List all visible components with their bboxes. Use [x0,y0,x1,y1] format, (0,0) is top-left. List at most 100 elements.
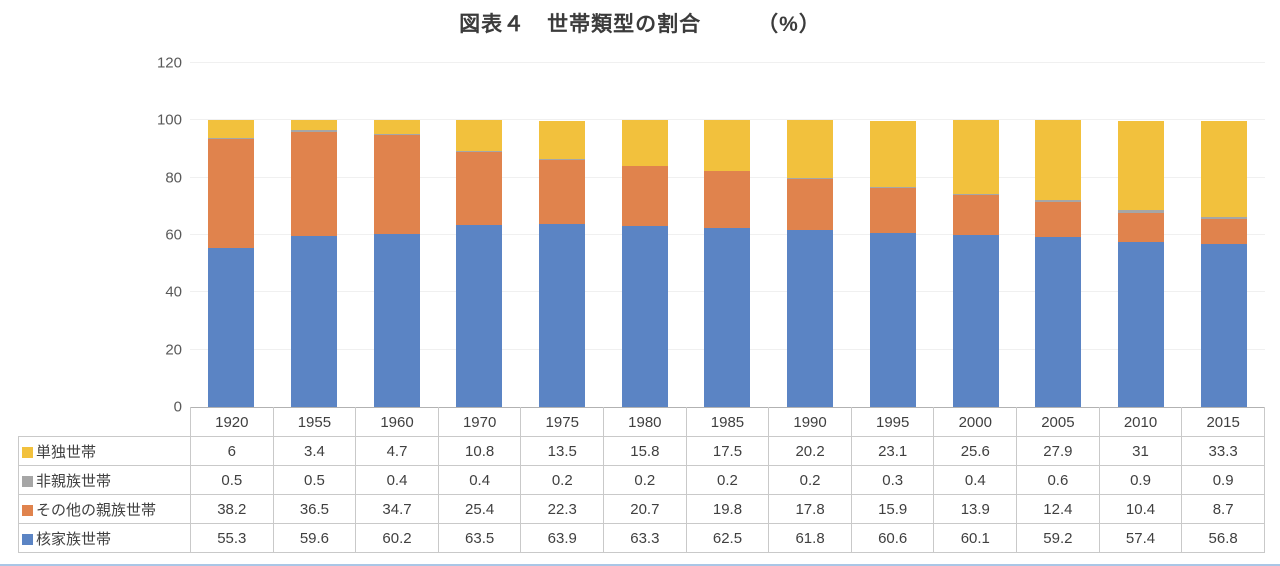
x-axis-year-label: 2015 [1181,407,1265,437]
table-corner-cell [18,407,191,437]
bar-segment [291,131,338,237]
y-axis-tick-label: 100 [156,111,182,129]
bar-segment [456,151,503,153]
value-cell: 60.2 [355,523,439,553]
bar-column-1990 [769,63,852,407]
bar-segment [1200,219,1247,245]
value-cell: 34.7 [355,494,439,524]
bar-segment [1035,237,1082,407]
bar-segment [869,186,916,188]
value-cell: 8.7 [1181,494,1265,524]
bar-segment [621,166,668,226]
bar-segment [539,159,586,160]
bar-segment [456,224,503,407]
bar-column-1920 [190,63,273,407]
bar-segment [787,178,834,179]
stacked-bar [952,63,999,407]
stacked-bar [208,63,255,407]
value-cell: 13.9 [933,494,1018,524]
x-axis-year-label: 1970 [437,407,522,437]
bar-segment [373,120,420,134]
y-axis-tick-label: 0 [173,398,182,416]
legend-swatch-icon [22,446,33,458]
value-cell: 0.2 [768,465,852,495]
bar-segment [787,178,834,230]
value-cell: 25.6 [933,436,1018,466]
bar-segment [373,134,420,235]
bar-segment [869,233,916,407]
bars [190,63,1265,407]
value-cell: 17.5 [685,436,770,466]
gridline [190,119,1265,121]
value-cell: 0.5 [190,465,274,495]
value-cell: 0.4 [437,465,522,495]
value-cell: 0.9 [1181,465,1265,495]
bar-segment [291,236,338,407]
value-cell: 12.4 [1016,494,1100,524]
bar-segment [704,170,751,172]
bar-segment [1117,242,1164,407]
bar-column-1995 [852,63,935,407]
bar-segment [1200,121,1247,217]
value-cell: 33.3 [1181,436,1265,466]
series-legend-cell: 非親族世帯 [18,465,191,495]
bar-segment [208,138,255,249]
series-name: 非親族世帯 [36,472,112,490]
bar-segment [952,193,999,195]
x-axis-year-label: 1975 [520,407,605,437]
bar-column-2010 [1100,63,1183,407]
y-axis-tick-label: 20 [165,341,182,359]
value-cell: 0.2 [520,465,605,495]
value-cell: 61.8 [768,523,852,553]
table-row: 核家族世帯 55.3 59.6 60.2 63.5 63.9 63.3 62.5 61.8 60.… [18,523,1265,553]
bar-segment [539,120,586,160]
value-cell: 62.5 [685,523,770,553]
bar-column-2005 [1017,63,1100,407]
value-cell: 23.1 [850,436,935,466]
value-cell: 3.4 [272,436,357,466]
bar-column-1960 [355,63,438,407]
stacked-bar [1035,63,1082,407]
table-row: 非親族世帯 0.5 0.5 0.4 0.4 0.2 0.2 0.2 0.2 0.3 0.4 0.6 0.… [18,465,1265,495]
value-cell: 31 [1098,436,1183,466]
value-cell: 6 [190,436,274,466]
bar-segment [1117,210,1164,213]
table-row: その他の親族世帯 38.2 36.5 34.7 25.4 22.3 20.7 19.8 17.8… [18,494,1265,524]
value-cell: 27.9 [1016,436,1100,466]
bar-segment [456,120,503,152]
value-cell: 10.8 [437,436,522,466]
bar-segment [704,120,751,171]
y-axis: 0 20 40 60 80 100 120 [120,56,182,415]
series-legend-cell: その他の親族世帯 [18,494,191,524]
value-cell: 0.9 [1098,465,1183,495]
chart-title-row: 図表４ 世帯類型の割合 （%） [0,8,1280,38]
x-axis-year-label: 1985 [685,407,770,437]
x-axis-year-label: 2010 [1098,407,1183,437]
series-legend-cell: 単独世帯 [18,436,191,466]
value-cell: 0.2 [603,465,687,495]
stacked-bar [869,63,916,407]
bar-segment [787,120,834,179]
plot-area [190,62,1265,407]
x-axis-year-label: 1960 [355,407,439,437]
value-cell: 20.2 [768,436,852,466]
bar-segment [208,120,255,138]
value-cell: 38.2 [190,494,274,524]
x-axis-year-label: 1990 [768,407,852,437]
value-cell: 19.8 [685,494,770,524]
value-cell: 55.3 [190,523,274,553]
bar-segment [1117,212,1164,243]
y-axis-tick-label: 120 [156,54,182,72]
legend-swatch-icon [22,504,33,516]
bar-segment [952,234,999,407]
bar-column-2000 [934,63,1017,407]
value-cell: 60.1 [933,523,1018,553]
bar-segment [291,130,338,132]
stacked-bar [539,63,586,407]
value-cell: 57.4 [1098,523,1183,553]
bar-segment [621,165,668,167]
value-cell: 15.9 [850,494,935,524]
series-name: 核家族世帯 [36,530,112,548]
bar-segment [291,120,338,131]
